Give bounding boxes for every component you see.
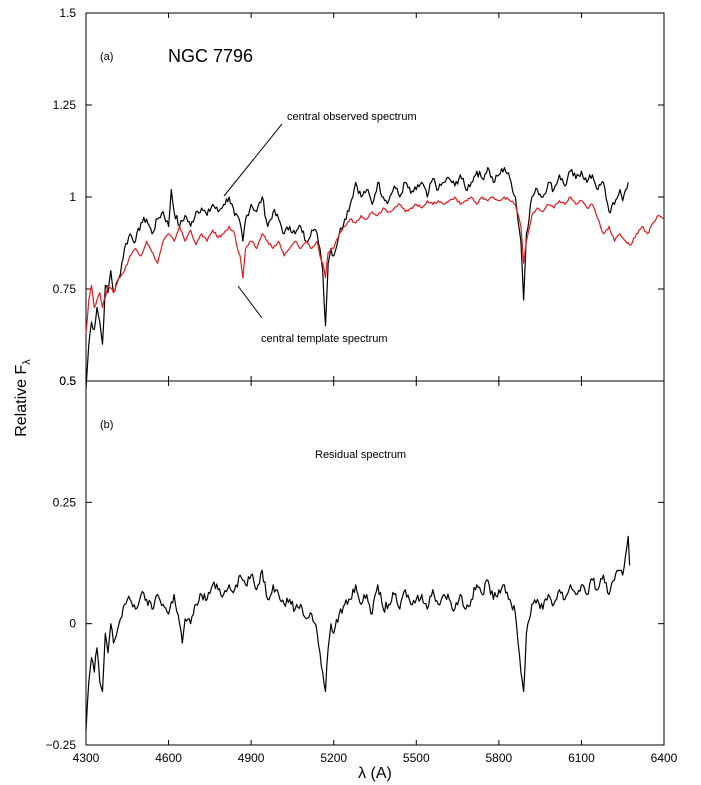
x-tick-label: 6400 bbox=[651, 751, 678, 765]
chart-title: NGC 7796 bbox=[168, 46, 253, 66]
x-tick-label: 4900 bbox=[238, 751, 265, 765]
annotation-observed-pointer bbox=[223, 123, 283, 197]
y-tick-label: 0 bbox=[69, 617, 76, 631]
x-tick-label: 5800 bbox=[486, 751, 513, 765]
y-tick-label: 0.5 bbox=[59, 374, 76, 388]
x-tick-label: 4300 bbox=[73, 751, 100, 765]
panel-a-ticks: 0.5 0.75 1 1.25 1.5 bbox=[53, 6, 665, 388]
y-tick-label: 0.75 bbox=[53, 282, 77, 296]
annotation-observed: central observed spectrum bbox=[287, 111, 417, 123]
x-tick-label: 4600 bbox=[155, 751, 182, 765]
annotation-template: central template spectrum bbox=[261, 333, 388, 345]
y-axis-title: Relative Fλ bbox=[13, 359, 33, 437]
x-tick-label: 5200 bbox=[320, 751, 347, 765]
x-axis-title: λ (A) bbox=[358, 765, 392, 782]
series-line-0 bbox=[85, 167, 629, 389]
y-tick-label: 1.25 bbox=[53, 98, 77, 112]
y-axis-title-main: Relative F bbox=[13, 365, 30, 437]
series-line-1 bbox=[85, 196, 665, 334]
y-tick-label: 0.25 bbox=[53, 495, 77, 509]
panel-a-plot-area bbox=[85, 167, 665, 389]
panel-b-residual: 4300 4600 4900 5200 5500 5800 6100 6400 −0.25 0 0.… bbox=[46, 374, 678, 765]
y-axis-title-subscript: λ bbox=[21, 359, 33, 365]
panel-b-frame bbox=[85, 380, 665, 746]
panel-a-label: (a) bbox=[100, 51, 113, 63]
y-tick-label: 0.5 bbox=[59, 374, 76, 388]
x-tick-label: 5500 bbox=[403, 751, 430, 765]
panel-b-label: (b) bbox=[100, 419, 113, 431]
y-tick-label: −0.25 bbox=[46, 738, 77, 752]
annotation-residual: Residual spectrum bbox=[315, 449, 406, 461]
x-tick-label: 6100 bbox=[568, 751, 595, 765]
panel-a-observed-vs-template: 0.5 0.75 1 1.25 1.5 (a) NGC 7796 central obs… bbox=[53, 6, 665, 389]
annotation-template-pointer bbox=[237, 285, 263, 319]
panel-b-plot-area bbox=[85, 535, 631, 731]
panel-b-ticks: 4300 4600 4900 5200 5500 5800 6100 6400 −0.25 0 0.… bbox=[46, 374, 678, 765]
y-tick-label: 1 bbox=[69, 190, 76, 204]
series-line-0 bbox=[85, 535, 631, 731]
y-tick-label: 1.5 bbox=[59, 6, 76, 20]
